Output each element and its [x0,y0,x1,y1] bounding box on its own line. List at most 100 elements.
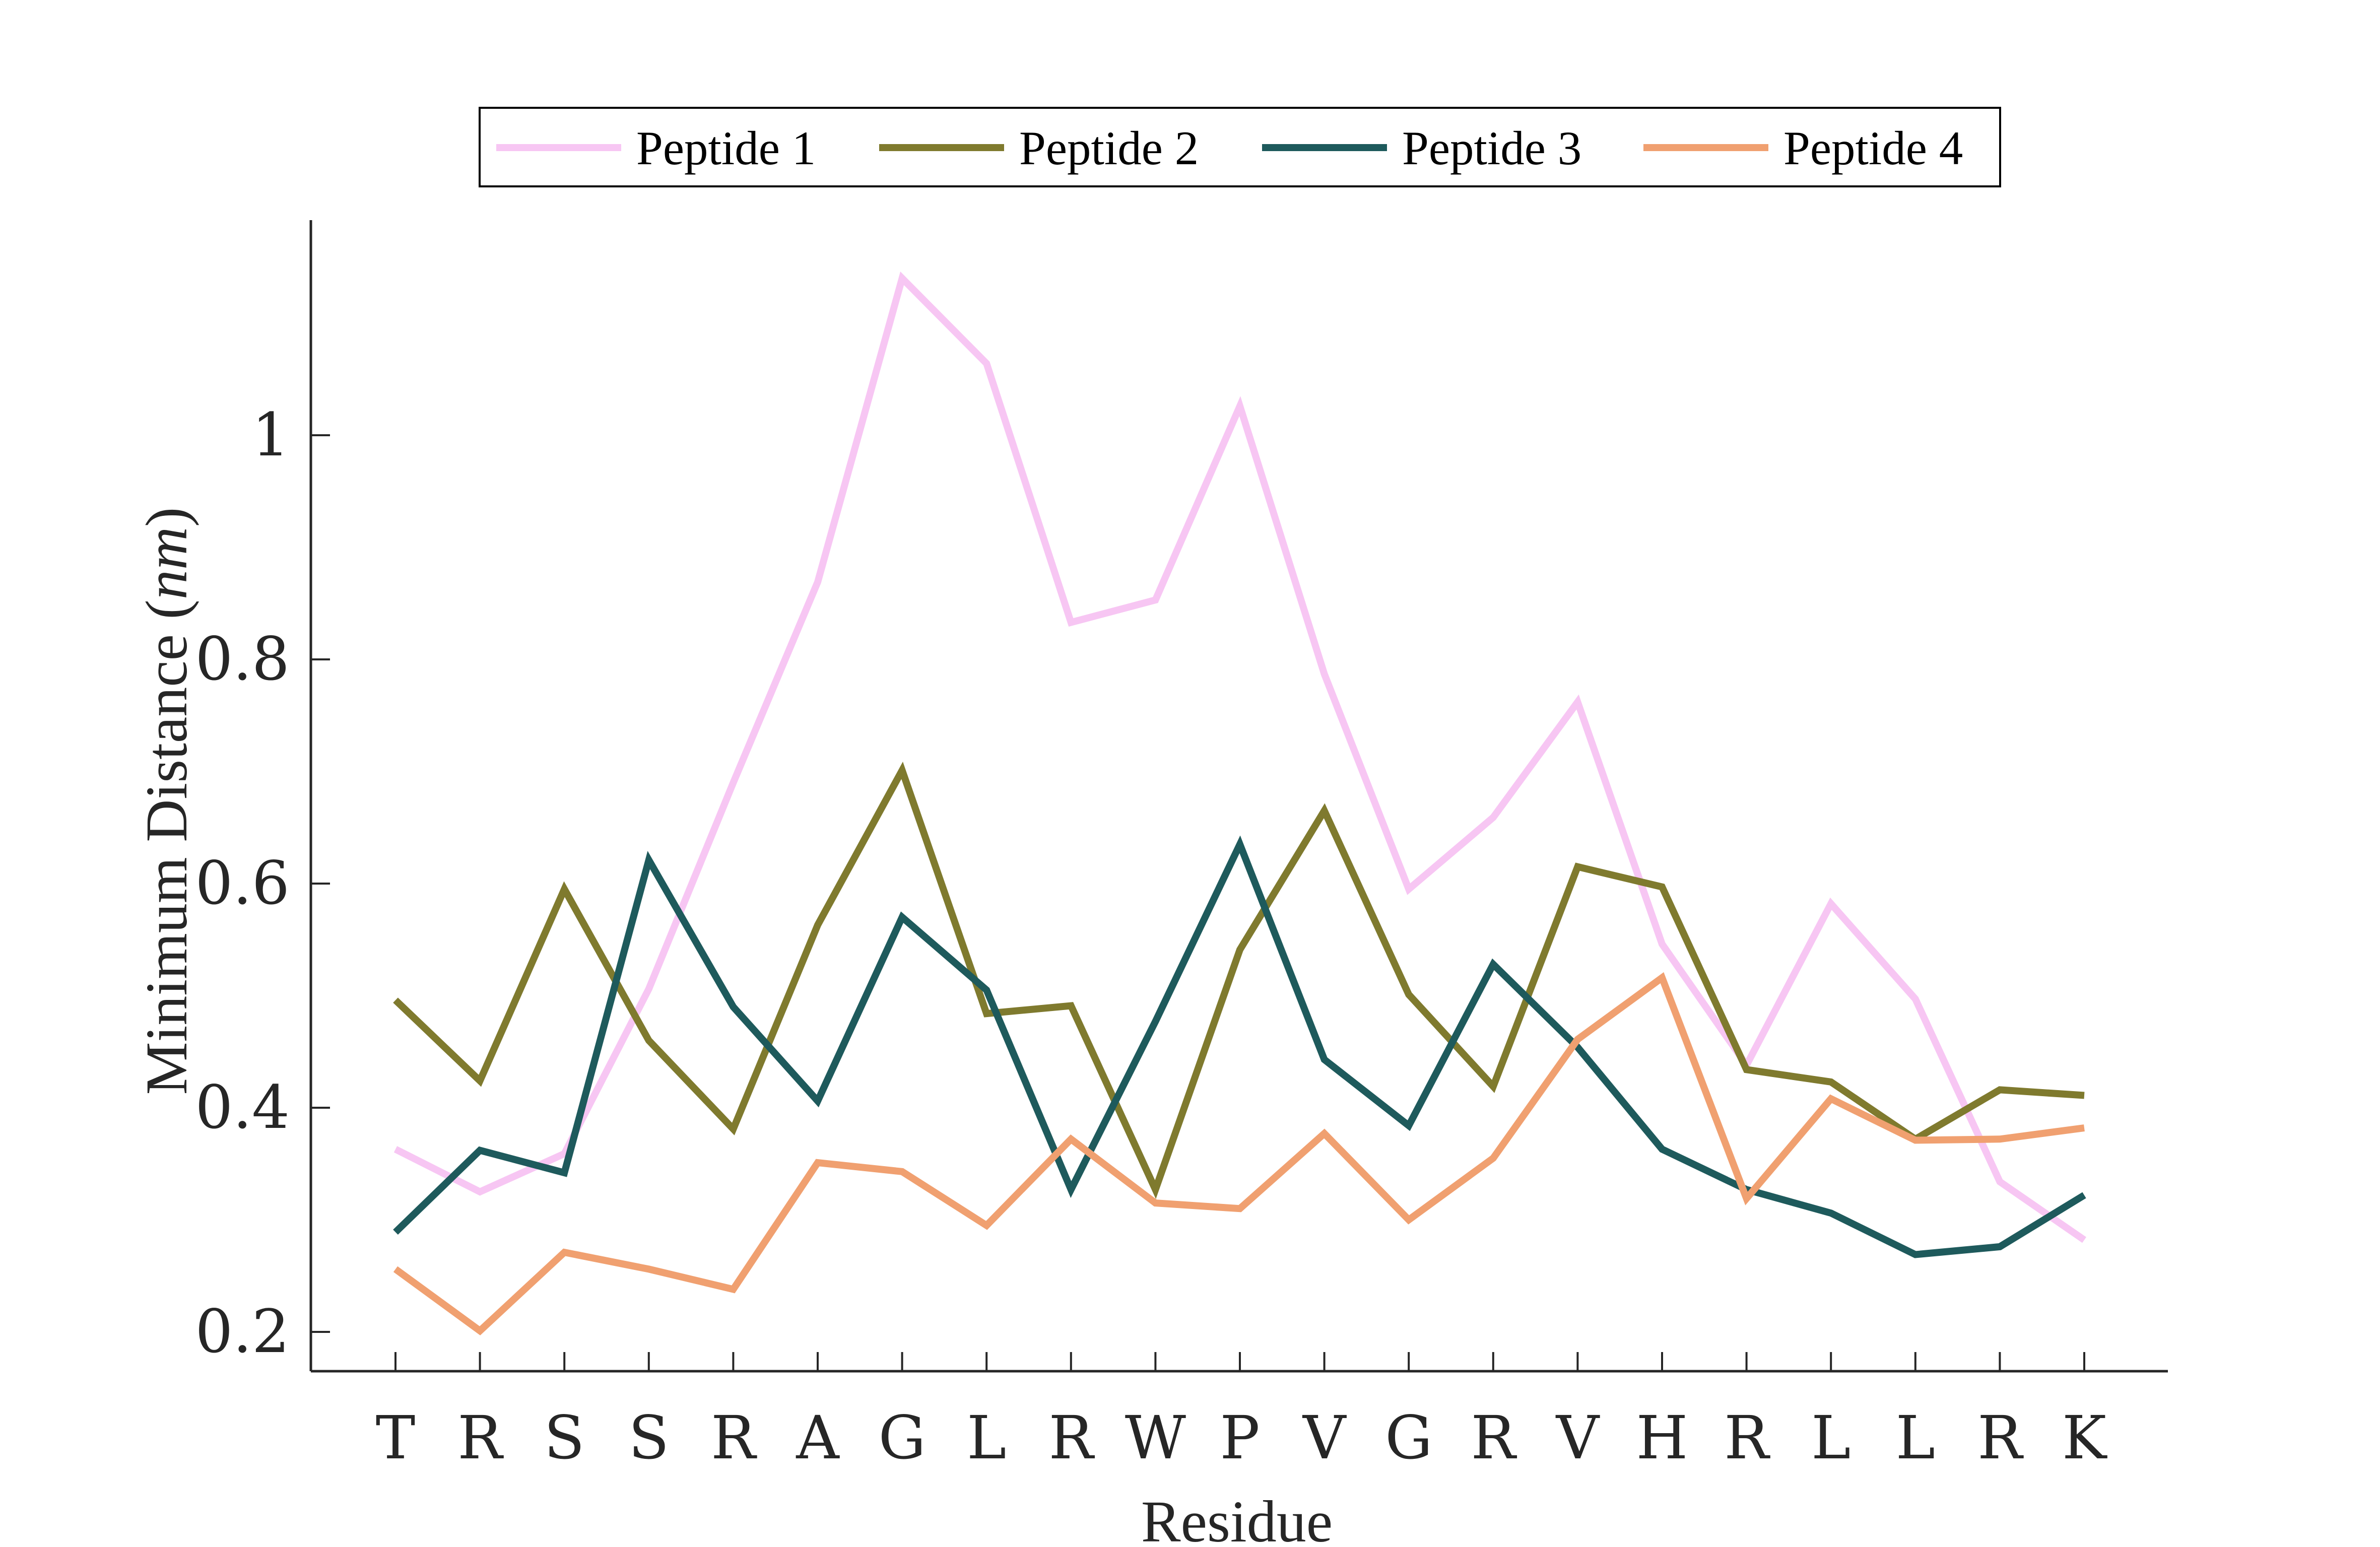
data-point-peptide-3 [395,1232,396,1233]
data-point-peptide-4 [1577,1039,1578,1040]
data-point-peptide-3 [480,1150,481,1151]
data-point-peptide-1 [1577,702,1578,703]
data-point-peptide-4 [733,1289,734,1290]
data-point-peptide-2 [1830,1082,1831,1083]
data-point-peptide-1 [1408,889,1409,890]
x-tick-label: R [1471,1403,1517,1472]
y-ticks: 0.2 0.4 0.6 0.8 1 [195,400,330,1366]
series-line-peptide-4 [393,972,2085,1335]
data-point-peptide-3 [1324,1059,1325,1060]
data-point-peptide-2 [902,770,903,771]
series-line-peptide-3 [393,835,2086,1258]
data-point-peptide-3 [1239,844,1240,845]
data-point-peptide-2 [2084,1095,2085,1096]
legend-label: Peptide 4 [1783,121,1963,175]
axes [309,220,2168,1373]
data-point-peptide-3 [1662,1149,1663,1150]
x-tick-label: S [628,1403,669,1472]
data-point-peptide-1 [1071,622,1072,623]
data-point-peptide-4 [1999,1138,2000,1139]
x-tick-label: A [796,1403,840,1472]
data-point-peptide-4 [1324,1133,1325,1134]
series-line-peptide-1 [393,272,2086,1243]
x-tick-label: K [2062,1403,2107,1472]
data-point-peptide-2 [564,889,565,890]
y-tick-label: 0.6 [195,848,290,918]
x-tick-label: V [1302,1403,1347,1472]
data-point-peptide-1 [1830,903,1831,904]
x-tick-label: T [376,1403,416,1472]
data-point-peptide-4 [564,1252,565,1253]
legend-label: Peptide 2 [1019,121,1199,175]
x-axis-title: Residue [1141,1489,1333,1547]
data-point-peptide-4 [986,1225,987,1226]
data-point-peptide-4 [395,1268,396,1269]
data-point-peptide-4 [1408,1220,1409,1221]
x-tick-label: P [1220,1403,1260,1472]
data-point-peptide-3 [648,859,649,860]
data-point-peptide-3 [1408,1125,1409,1126]
data-point-peptide-1 [1662,944,1663,945]
data-point-peptide-2 [986,1013,987,1014]
legend-label: Peptide 3 [1402,121,1581,175]
data-point-peptide-2 [395,999,396,1000]
data-point-peptide-4 [902,1171,903,1172]
data-point-peptide-3 [564,1172,565,1173]
data-point-peptide-3 [1830,1213,1831,1214]
data-point-peptide-1 [564,1153,565,1154]
x-tick-label: G [1385,1403,1432,1472]
legend-item-peptide-3: Peptide 3 [1262,121,1581,175]
data-point-peptide-4 [1746,1198,1747,1199]
x-tick-label: V [1555,1403,1600,1472]
data-point-peptide-1 [1239,406,1240,407]
data-point-peptide-1 [480,1191,481,1192]
legend-label: Peptide 1 [636,121,816,175]
data-point-peptide-1 [2084,1240,2085,1241]
x-tick-label: R [1977,1403,2024,1472]
y-tick-label: 0.2 [195,1297,290,1366]
data-point-peptide-4 [1830,1098,1831,1099]
data-point-peptide-1 [1999,1181,2000,1182]
data-point-peptide-3 [2084,1195,2085,1196]
data-point-peptide-3 [1071,1189,1072,1190]
data-point-peptide-2 [1071,1005,1072,1006]
data-point-peptide-4 [1071,1138,1072,1139]
data-point-peptide-2 [1746,1069,1747,1070]
data-point-peptide-1 [902,278,903,279]
data-point-peptide-3 [902,917,903,918]
data-point-peptide-1 [733,782,734,783]
x-tick-label: H [1636,1403,1688,1472]
data-point-peptide-2 [1408,994,1409,995]
legend: Peptide 1 Peptide 2 Peptide 3 Peptide 4 [479,107,2001,187]
data-point-peptide-3 [1493,964,1494,965]
data-point-peptide-2 [1324,810,1325,811]
data-point-peptide-4 [1662,977,1663,978]
y-axis-title-unit: nm [134,527,200,599]
data-point-peptide-2 [1239,949,1240,950]
data-point-peptide-4 [1915,1140,1916,1141]
legend-item-peptide-1: Peptide 1 [496,121,816,175]
data-point-peptide-4 [1239,1208,1240,1209]
data-point-peptide-2 [733,1128,734,1129]
data-point-peptide-3 [1577,1047,1578,1048]
data-point-peptide-2 [1493,1086,1494,1087]
data-point-peptide-3 [1155,1021,1156,1022]
data-point-peptide-1 [648,988,649,989]
data-point-peptide-2 [1577,866,1578,867]
data-point-peptide-2 [817,924,818,925]
data-point-peptide-4 [648,1268,649,1269]
data-point-peptide-4 [817,1162,818,1163]
y-tick-label: 1 [252,400,290,469]
y-tick-label: 0.8 [195,624,290,694]
x-tick-label: R [711,1403,757,1472]
series-group [393,272,2086,1335]
legend-item-peptide-4: Peptide 4 [1643,121,1963,175]
data-point-peptide-1 [1324,674,1325,675]
data-point-peptide-3 [1915,1254,1916,1255]
data-point-peptide-4 [1155,1202,1156,1203]
data-point-peptide-1 [817,581,818,582]
data-point-peptide-4 [480,1330,481,1331]
data-point-peptide-1 [395,1149,396,1150]
